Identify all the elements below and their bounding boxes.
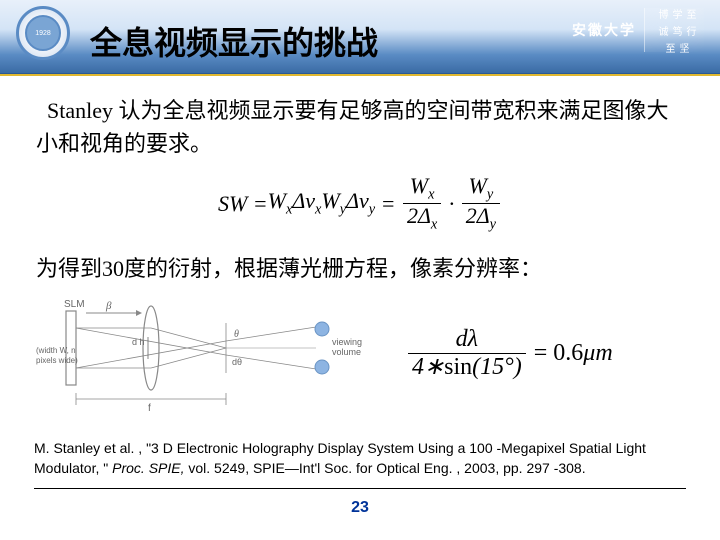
svg-text:dθ: dθ [232,357,242,367]
eq1-term: Wy [321,188,346,218]
paragraph-2: 为得到30度的衍射，根据薄光栅方程，像素分辨率： [36,251,684,283]
motto-char: 博 [658,6,670,21]
eq1-equals: = [375,191,401,217]
seal-inner: 1928 [25,15,61,51]
page-number: 23 [0,499,720,517]
diagram-svg: SLM (width W, n pixels wide) β d h [36,293,366,413]
motto-char: 坚 [679,40,691,55]
eq1-term: Wx [268,188,293,218]
eq1-lhs: SW = [218,191,268,217]
eq1-frac1: Wx 2Δx [403,174,441,233]
citation-journal: Proc. SPIE, [112,460,184,476]
svg-text:(width W, n: (width W, n [36,346,76,355]
header-underline [0,74,720,76]
equation-2: dλ 4∗sin(15°) = 0.6 μm [406,326,613,380]
svg-text:β: β [105,300,112,312]
motto-seal: 博 学 至 诚 笃 行 至 坚 [644,8,704,52]
slide-header: 1928 全息视频显示的挑战 安徽大学 博 学 至 诚 笃 行 至 坚 [0,0,720,74]
slide-title: 全息视频显示的挑战 [90,18,378,64]
figure-row: SLM (width W, n pixels wide) β d h [36,293,684,413]
citation: M. Stanley et al. , "3 D Electronic Holo… [34,433,686,489]
equation-1: SW = Wx Δνx Wy Δνy = Wx 2Δx · Wy 2Δy [36,174,684,233]
svg-text:θ: θ [234,329,239,340]
motto-char: 至 [686,6,698,21]
optical-diagram: SLM (width W, n pixels wide) β d h [36,293,366,413]
motto-char: 笃 [672,23,684,38]
university-seal: 1928 [16,6,70,60]
svg-text:d h: d h [132,337,145,347]
svg-text:f: f [148,403,151,413]
svg-text:viewing: viewing [332,337,362,347]
university-name: 安徽大学 [572,20,636,40]
slm-label: SLM [64,299,85,310]
citation-rest: vol. 5249, SPIE—Int'l Soc. for Optical E… [184,460,585,476]
content-area: Stanley 认为全息视频显示要有足够高的空间带宽积来满足图像大小和视角的要求… [0,74,720,413]
eq1-term: Δνy [346,188,375,218]
citation-authors: M. Stanley et al. , [34,440,146,456]
eq2-unit: μm [583,340,612,367]
eq1-frac2: Wy 2Δy [462,174,500,233]
header-right-block: 安徽大学 博 学 至 诚 笃 行 至 坚 [572,8,704,52]
svg-text:pixels wide): pixels wide) [36,356,78,365]
motto-char: 行 [686,23,698,38]
eq1-term: Δνx [292,188,321,218]
motto-char: 学 [672,6,684,21]
svg-text:volume: volume [332,347,361,357]
motto-char: 至 [665,40,677,55]
eq2-frac: dλ 4∗sin(15°) [408,326,526,380]
motto-char: 诚 [658,23,670,38]
eq1-dot: · [443,191,460,217]
paragraph-1: Stanley 认为全息视频显示要有足够高的空间带宽积来满足图像大小和视角的要求… [36,94,684,160]
